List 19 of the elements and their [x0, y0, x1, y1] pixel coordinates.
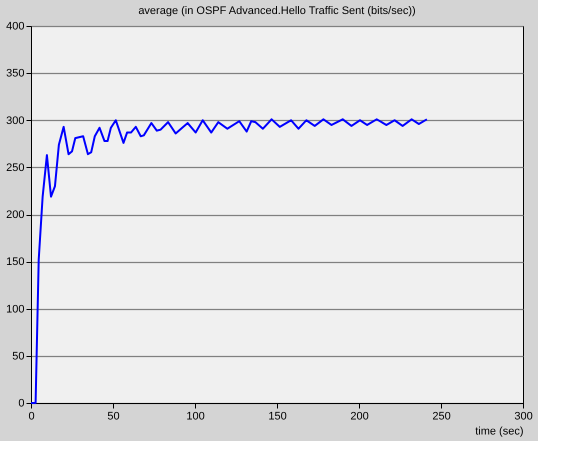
y-tick-label: 50 — [12, 350, 24, 362]
x-tick-label: 200 — [350, 410, 369, 422]
x-tick-label: 300 — [514, 410, 533, 422]
line-series — [30, 118, 428, 404]
x-tick-label: 50 — [107, 410, 120, 422]
chart-title: average (in OSPF Advanced.Hello Traffic Sent (bits/sec)) — [138, 5, 416, 17]
y-tick-label: 100 — [6, 303, 24, 316]
y-tick-label: 350 — [6, 68, 24, 80]
y-tick-label: 150 — [6, 256, 24, 268]
y-tick-label: 300 — [6, 114, 24, 127]
x-axis-title: time (sec) — [475, 426, 524, 438]
x-tick-label: 100 — [186, 410, 205, 422]
y-tick-label: 0 — [18, 398, 24, 410]
y-tick-label: 400 — [6, 20, 24, 32]
x-tick-label: 0 — [28, 410, 35, 422]
y-tick-label: 200 — [6, 209, 24, 221]
x-tick-label: 250 — [432, 410, 451, 422]
y-tick-label: 250 — [6, 162, 24, 174]
x-tick-label: 150 — [268, 410, 287, 422]
